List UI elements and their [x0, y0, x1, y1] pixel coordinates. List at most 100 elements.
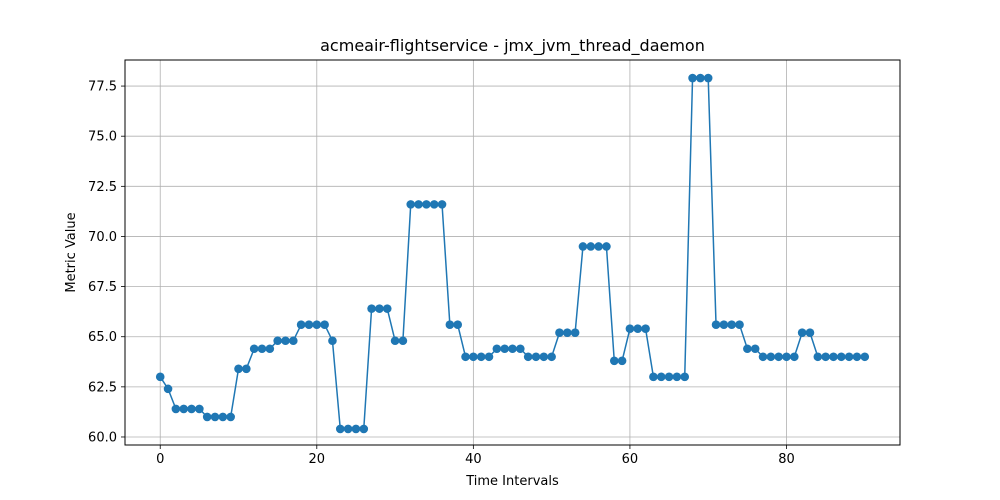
data-point: [829, 352, 838, 362]
data-point: [633, 324, 643, 333]
data-point: [680, 372, 690, 382]
chart-title: acmeair-flightservice - jmx_jvm_thread_d…: [320, 36, 705, 56]
data-point: [437, 200, 447, 209]
data-point: [594, 242, 603, 251]
y-tick-label: 77.5: [88, 80, 117, 95]
data-point: [688, 73, 697, 83]
data-point: [664, 372, 674, 382]
data-point: [422, 200, 431, 209]
data-point: [179, 404, 189, 414]
plot-area: [125, 60, 900, 445]
data-point: [351, 424, 361, 434]
data-point: [852, 352, 862, 362]
data-point: [523, 352, 533, 362]
y-tick-label: 70.0: [88, 230, 117, 245]
data-point: [304, 320, 314, 329]
data-point: [500, 344, 509, 354]
data-point: [508, 344, 517, 354]
data-point: [609, 356, 619, 366]
x-tick-label: 0: [156, 452, 164, 467]
data-point: [750, 344, 760, 354]
data-point: [406, 200, 416, 209]
x-tick-label: 40: [465, 452, 482, 467]
data-point: [625, 324, 635, 333]
data-point: [602, 242, 611, 251]
data-point: [429, 200, 439, 209]
y-tick-label: 75.0: [88, 130, 117, 145]
x-axis-label: Time Intervals: [465, 474, 559, 489]
data-point: [312, 320, 322, 329]
data-point: [359, 424, 369, 434]
data-point: [343, 424, 353, 434]
data-point: [547, 352, 556, 362]
data-point: [797, 328, 807, 338]
data-point: [390, 336, 400, 346]
data-point: [805, 328, 815, 338]
x-tick-label: 60: [622, 452, 639, 467]
data-point: [445, 320, 455, 329]
data-point: [265, 344, 275, 354]
data-point: [476, 352, 486, 362]
data-point: [328, 336, 337, 346]
data-point: [382, 304, 392, 313]
data-point: [531, 352, 541, 362]
data-point: [813, 352, 823, 362]
data-point: [484, 352, 494, 362]
data-point: [195, 404, 204, 414]
data-point: [586, 242, 596, 251]
data-point: [375, 304, 384, 313]
data-point: [743, 344, 752, 354]
data-point: [210, 412, 220, 422]
data-point: [335, 424, 345, 434]
data-point: [461, 352, 470, 362]
grid: [125, 60, 900, 445]
data-point: [727, 320, 736, 329]
data-point: [570, 328, 580, 338]
data-point: [218, 412, 228, 422]
y-tick-label: 60.0: [88, 430, 117, 445]
data-point: [617, 356, 627, 366]
data-point: [226, 412, 235, 422]
data-point: [782, 352, 791, 362]
data-point: [234, 364, 243, 374]
y-tick-label: 72.5: [88, 180, 117, 195]
data-point: [171, 404, 181, 414]
data-point: [367, 304, 376, 313]
y-tick-label: 65.0: [88, 330, 117, 345]
data-point: [257, 344, 267, 354]
data-point: [296, 320, 306, 329]
data-point: [656, 372, 666, 382]
data-point: [836, 352, 846, 362]
data-point: [414, 200, 423, 209]
data-point: [703, 73, 713, 83]
data-point: [562, 328, 572, 338]
data-point: [672, 372, 682, 382]
data-point: [649, 372, 658, 382]
data-point: [719, 320, 729, 329]
data-point: [273, 336, 282, 346]
data-point: [155, 372, 165, 382]
data-point: [790, 352, 799, 362]
data-point: [249, 344, 259, 354]
y-tick-label: 62.5: [88, 380, 117, 395]
data-point: [860, 352, 870, 362]
data-point: [539, 352, 549, 362]
data-point: [516, 344, 525, 354]
data-point: [696, 73, 705, 83]
y-axis-label: Metric Value: [64, 212, 79, 292]
data-point: [289, 336, 298, 346]
x-tick-label: 80: [778, 452, 795, 467]
data-point: [242, 364, 251, 374]
data-point: [492, 344, 502, 354]
data-point: [735, 320, 744, 329]
data-point: [202, 412, 212, 422]
x-tick-label: 20: [309, 452, 326, 467]
plot-frame: [124, 59, 901, 446]
axis-ticks: 0 20 40 60 80 60.0 62.5 65.0 67.5 70.0 72.5 75.0 77.…: [88, 80, 795, 467]
data-point: [711, 320, 721, 329]
series-layer: [155, 73, 870, 434]
data-point: [163, 384, 173, 394]
y-tick-label: 67.5: [88, 280, 117, 295]
data-point: [758, 352, 768, 362]
